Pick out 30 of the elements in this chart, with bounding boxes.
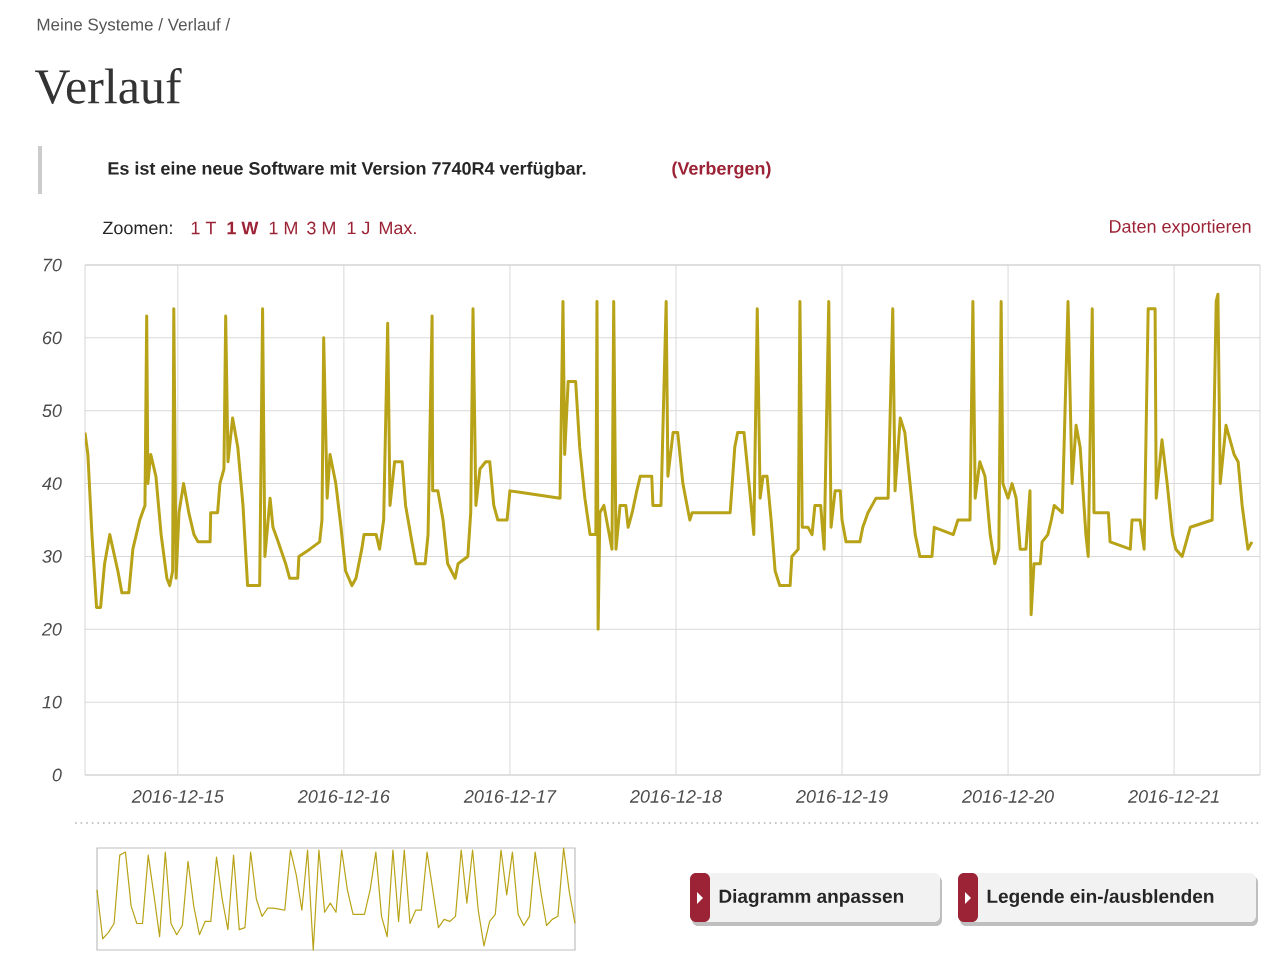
text: 1 W	[227, 221, 259, 235]
y-tick-label: 10	[42, 695, 62, 709]
text: 1 J	[347, 221, 370, 235]
text: 1 T	[191, 221, 216, 235]
y-tick-label: 70	[43, 258, 62, 272]
x-tick-label: 2016-12-15	[131, 790, 224, 803]
y-tick-label: 20	[41, 622, 62, 636]
y-tick-label: 30	[42, 550, 62, 563]
text: Legende ein-/ausblenden	[987, 889, 1214, 907]
text: 3 M	[307, 221, 335, 235]
x-tick-label: 2016-12-16	[297, 790, 390, 803]
x-tick-label: 2016-12-17	[463, 790, 557, 803]
text: (Verbergen)	[672, 161, 771, 179]
x-tick-label: 2016-12-19	[795, 790, 888, 803]
text: Es ist eine neue Software mit Version 7740R4 verfügbar.	[108, 161, 586, 179]
text: Max.	[379, 221, 416, 235]
y-tick-label: 0	[52, 768, 62, 782]
text: Zoomen:	[102, 221, 172, 235]
text: Diagramm anpassen	[719, 889, 904, 907]
chart-subtitle: Meine Systeme / Verlauf /	[37, 18, 231, 34]
x-tick-label: 2016-12-21	[1127, 790, 1219, 803]
x-tick-label: 2016-12-20	[961, 790, 1054, 803]
y-tick-label: 50	[42, 404, 62, 418]
text: Daten exportieren	[1110, 219, 1251, 237]
x-tick-label: 2016-12-18	[629, 790, 722, 803]
text: 1 M	[269, 221, 297, 235]
chart-title: Verlauf	[34, 68, 182, 104]
line-series	[85, 292, 1254, 631]
y-tick-label: 60	[42, 331, 62, 345]
y-tick-label: 40	[42, 477, 62, 490]
